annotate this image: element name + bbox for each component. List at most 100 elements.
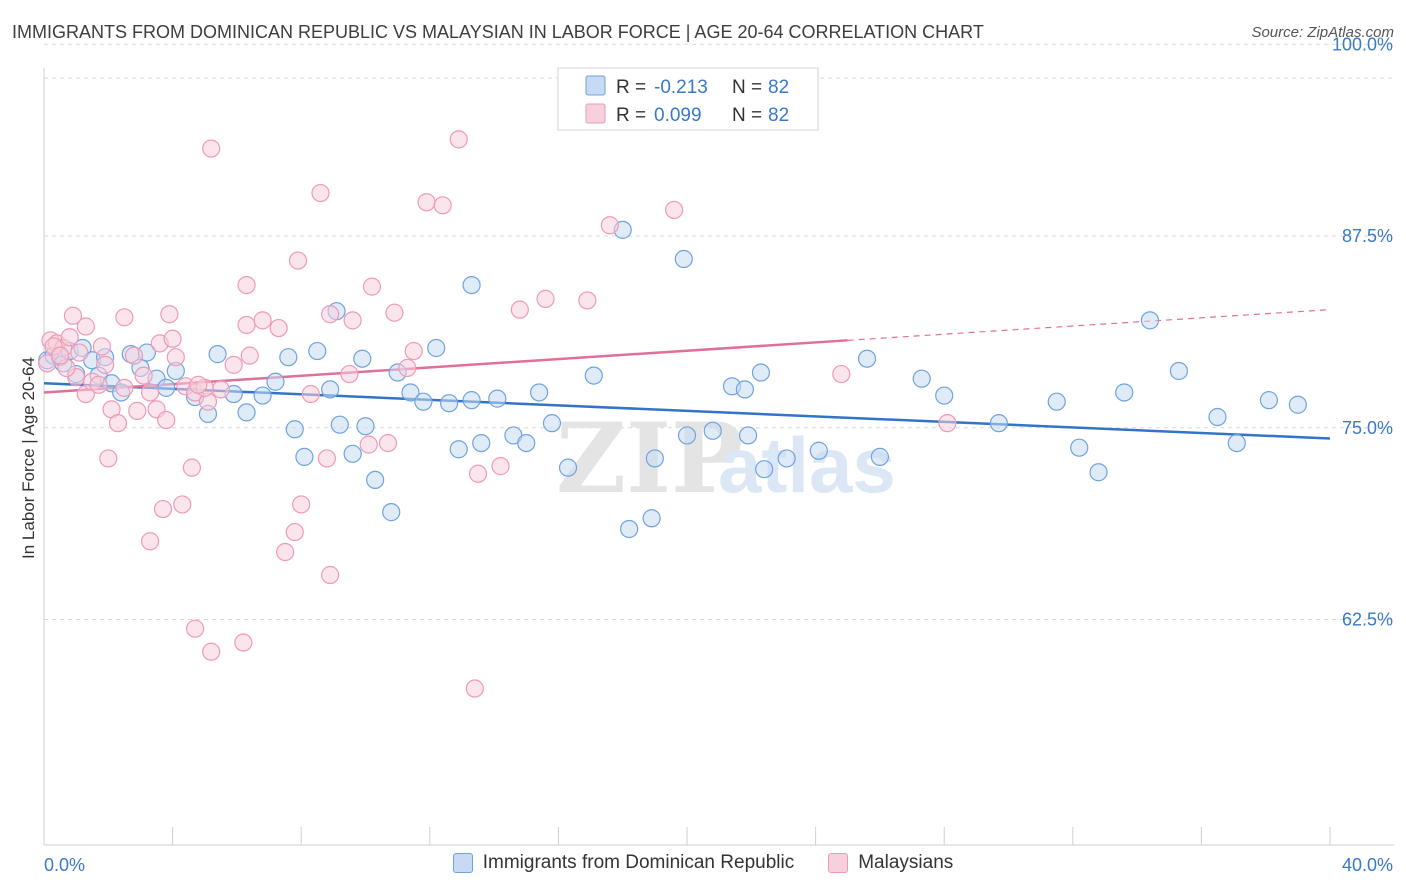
point-malaysian	[468, 464, 488, 483]
point-malaysian	[108, 414, 128, 433]
point-dominican	[472, 433, 491, 453]
point-dominican	[382, 503, 401, 522]
point-dominican	[870, 447, 890, 466]
point-malaysian	[317, 449, 337, 468]
point-malaysian	[237, 275, 256, 295]
point-malaysian	[63, 306, 83, 325]
point-malaysian	[163, 329, 182, 348]
legend-n-label-2: N =	[732, 105, 762, 126]
point-malaysian	[359, 435, 378, 454]
point-malaysian	[378, 433, 398, 453]
point-dominican	[321, 380, 340, 399]
bottom-legend-swatch-pink	[828, 853, 849, 873]
point-dominican	[208, 345, 227, 364]
point-malaysian	[536, 289, 555, 308]
point-dominican	[584, 366, 603, 385]
legend-r-label-1: R =	[616, 77, 646, 98]
point-malaysian	[115, 378, 134, 397]
legend-r-value-2: 0.099	[654, 105, 702, 126]
point-malaysian	[124, 346, 144, 365]
point-dominican	[645, 449, 664, 468]
point-malaysian	[433, 196, 452, 215]
point-malaysian	[398, 358, 417, 378]
point-malaysian	[202, 139, 221, 158]
point-malaysian	[166, 348, 185, 367]
point-malaysian	[99, 449, 118, 468]
point-dominican	[1227, 433, 1246, 453]
point-malaysian	[465, 679, 484, 698]
bottom-legend-item-dominican: Immigrants from Dominican Republic	[452, 852, 795, 874]
point-malaysian	[321, 305, 340, 324]
point-malaysian	[186, 619, 205, 638]
point-malaysian	[153, 499, 173, 519]
point-malaysian	[288, 251, 308, 270]
point-dominican	[1047, 392, 1066, 411]
point-dominican	[809, 441, 828, 460]
point-malaysian	[211, 380, 230, 399]
point-dominican	[989, 414, 1008, 433]
watermark: ZIP atlas	[556, 402, 896, 515]
legend-r-label-2: R =	[616, 105, 646, 126]
point-malaysian	[938, 414, 957, 433]
legend-n-value-2: 82	[768, 105, 789, 126]
point-dominican	[735, 380, 754, 399]
point-malaysian	[269, 318, 288, 338]
point-malaysian	[311, 183, 330, 203]
point-dominican	[1288, 395, 1307, 414]
point-dominican	[642, 509, 661, 528]
bottom-legend: Immigrants from Dominican Republic Malay…	[0, 852, 1406, 874]
point-dominican	[517, 433, 536, 453]
bottom-legend-swatch-blue	[452, 853, 473, 873]
point-dominican	[703, 421, 722, 440]
point-dominican	[353, 349, 372, 368]
point-malaysian	[832, 364, 851, 384]
point-dominican	[266, 372, 285, 391]
point-malaysian	[70, 343, 89, 362]
point-malaysian	[321, 565, 340, 585]
point-malaysian	[404, 341, 423, 361]
point-malaysian	[362, 277, 382, 296]
legend-swatch-blue	[585, 75, 606, 96]
point-malaysian	[285, 522, 304, 542]
point-malaysian	[140, 383, 160, 402]
point-dominican	[530, 383, 549, 402]
point-dominican	[674, 249, 693, 269]
point-malaysian	[140, 532, 160, 551]
point-malaysian	[92, 337, 111, 356]
legend-r-value-1: -0.213	[654, 77, 708, 98]
point-dominican	[279, 348, 298, 367]
point-dominican	[738, 426, 758, 445]
point-dominican	[857, 349, 877, 368]
point-malaysian	[95, 355, 115, 374]
point-malaysian	[301, 384, 320, 404]
chart-title: IMMIGRANTS FROM DOMINICAN REPUBLIC VS MA…	[12, 22, 984, 42]
point-dominican	[620, 519, 639, 539]
bottom-legend-label-dominican: Immigrants from Dominican Republic	[482, 852, 795, 873]
point-malaysian	[115, 308, 134, 327]
bottom-legend-item-malaysians: Malaysians	[828, 852, 953, 874]
point-malaysian	[189, 375, 208, 394]
x-tick-label: 0.0%	[44, 855, 85, 875]
axes	[43, 68, 1394, 846]
point-dominican	[343, 444, 362, 463]
point-malaysian	[173, 495, 192, 514]
point-malaysian	[134, 366, 153, 385]
tick-labels: 62.5% 75.0% 87.5% 100.0% 0.0% 40.0%	[44, 34, 1393, 875]
point-dominican	[308, 341, 327, 361]
point-dominican	[1140, 311, 1160, 330]
y-tick-label: 87.5%	[1342, 226, 1393, 246]
trend-line-malaysian-extension	[847, 309, 1331, 341]
point-malaysian	[89, 375, 108, 394]
point-dominican	[295, 447, 314, 466]
point-dominican	[755, 460, 774, 479]
point-dominican	[912, 369, 931, 388]
point-malaysian	[234, 633, 253, 652]
point-dominican	[1169, 361, 1188, 381]
y-tick-label: 75.0%	[1342, 418, 1393, 438]
point-malaysian	[276, 542, 295, 562]
point-malaysian	[385, 303, 404, 322]
point-dominican	[253, 386, 272, 405]
point-dominican	[488, 389, 507, 408]
point-malaysian	[224, 355, 243, 374]
